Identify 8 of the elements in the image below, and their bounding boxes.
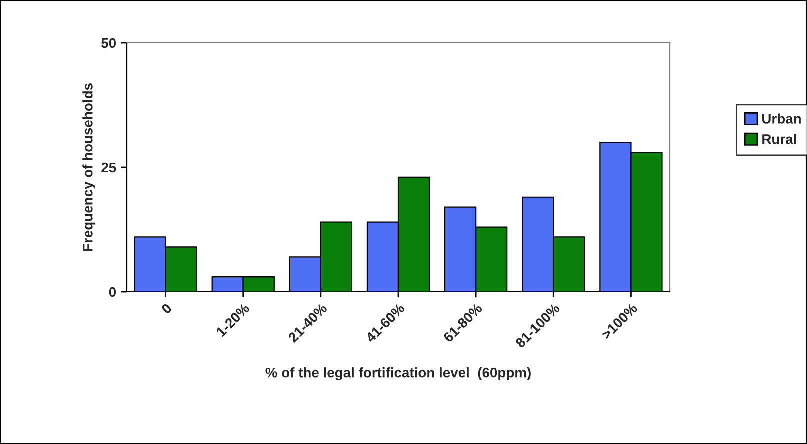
legend-label: Rural xyxy=(762,134,796,144)
y-tick-label: 25 xyxy=(102,162,116,173)
y-axis-title: Frequency of households xyxy=(82,84,96,252)
x-tick-label: 0 xyxy=(160,303,173,315)
x-axis-title: % of the legal fortification level (60ppm) xyxy=(266,368,531,381)
y-tick-label: 0 xyxy=(109,287,116,298)
y-tick-label: 50 xyxy=(102,38,116,48)
legend-label: Urban xyxy=(762,114,801,124)
